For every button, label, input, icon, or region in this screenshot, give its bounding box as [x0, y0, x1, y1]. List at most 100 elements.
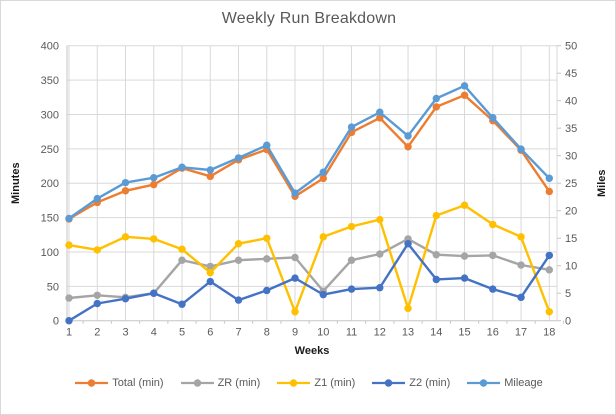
series-line-z1-min — [67, 203, 551, 313]
data-point-total-min — [376, 114, 384, 122]
right-axis-tick-label: 20 — [565, 206, 577, 218]
data-point-zr-min — [263, 255, 271, 263]
legend-label: Z1 (min) — [314, 377, 356, 389]
data-point-zr-min — [291, 253, 299, 262]
legend-dot — [480, 379, 488, 387]
data-point-z2-min — [404, 240, 412, 248]
chart-title: Weekly Run Breakdown — [221, 10, 397, 27]
data-point-zr-min — [489, 251, 497, 260]
data-point-z2-min — [178, 300, 186, 308]
y-axis-tick-label: 350 — [41, 75, 59, 87]
x-axis-tick-label: 9 — [292, 327, 298, 339]
x-axis-tick-label: 4 — [151, 327, 157, 339]
data-point-total-min — [121, 187, 130, 195]
data-point-z1-min — [121, 233, 130, 241]
legend-label: ZR (min) — [217, 377, 261, 389]
legend-label: Mileage — [504, 377, 543, 389]
data-point-zr-min — [545, 266, 553, 274]
data-point-mileage — [517, 145, 525, 153]
x-axis-title: Weeks — [294, 345, 330, 357]
data-point-z2-min — [93, 299, 101, 308]
data-point-mileage — [347, 123, 356, 131]
y-axis-tick-label: 400 — [41, 41, 59, 53]
legend-item-z1-min: Z1 (min) — [277, 377, 355, 389]
data-point-z2-min — [347, 285, 356, 293]
data-point-zr-min — [432, 251, 440, 259]
data-point-z1-min — [319, 233, 327, 241]
data-point-z2-min — [517, 293, 525, 302]
legend-marker-z2-min — [372, 379, 406, 387]
right-axis-tick-label: 10 — [565, 261, 577, 273]
data-point-z1-min — [517, 233, 525, 241]
data-point-zr-min — [206, 262, 214, 271]
legend-dot — [88, 379, 96, 387]
data-point-mileage — [432, 94, 440, 103]
data-point-zr-min — [347, 256, 356, 264]
data-point-z1-min — [178, 245, 186, 253]
right-axis-title: Miles — [596, 169, 608, 198]
data-point-z1-min — [404, 304, 412, 313]
data-point-mileage — [404, 132, 412, 140]
data-point-z1-min — [460, 201, 469, 209]
legend-marker-mileage — [467, 379, 501, 387]
right-axis-tick-label: 15 — [565, 233, 577, 245]
data-point-mileage — [489, 114, 497, 122]
x-axis-tick-label: 12 — [374, 327, 386, 339]
legend-marker-total-min — [75, 379, 109, 387]
x-axis-tick-label: 7 — [235, 327, 241, 339]
data-point-z2-min — [545, 251, 553, 260]
data-point-z2-min — [460, 274, 469, 282]
data-point-z1-min — [150, 235, 158, 243]
legend-dot — [193, 379, 201, 387]
y-axis-tick-label: 0 — [53, 316, 59, 328]
right-axis-tick-label: 50 — [565, 41, 577, 53]
data-point-mileage — [65, 214, 73, 223]
data-point-mileage — [178, 163, 186, 171]
data-point-z2-min — [319, 290, 327, 299]
y-axis-tick-label: 50 — [47, 281, 59, 293]
series-line-mileage — [67, 84, 551, 220]
data-point-z2-min — [65, 317, 73, 325]
data-point-mileage — [150, 174, 158, 182]
x-axis-tick-label: 8 — [264, 327, 270, 339]
series-line-z2-min — [67, 242, 551, 322]
legend-item-mileage: Mileage — [467, 377, 543, 389]
data-point-total-min — [319, 174, 327, 183]
data-point-zr-min — [517, 261, 525, 269]
x-axis-tick-label: 11 — [346, 327, 357, 339]
legend-item-total-min: Total (min) — [75, 377, 164, 389]
right-axis-tick-label: 45 — [565, 68, 577, 80]
data-point-z1-min — [432, 211, 440, 220]
x-axis-tick-label: 6 — [207, 327, 213, 339]
data-point-mileage — [376, 108, 384, 116]
data-point-z2-min — [263, 286, 271, 295]
right-axis-tick-label: 0 — [565, 316, 571, 328]
data-point-mileage — [93, 194, 101, 203]
data-point-zr-min — [460, 252, 469, 260]
data-point-z1-min — [263, 234, 271, 242]
data-point-total-min — [460, 91, 469, 99]
right-axis-tick-label: 5 — [565, 288, 571, 300]
data-point-zr-min — [234, 256, 243, 264]
x-axis-tick-label: 18 — [543, 327, 555, 339]
x-axis-tick-label: 5 — [179, 327, 185, 339]
data-point-z1-min — [93, 246, 101, 254]
legend-item-z2-min: Z2 (min) — [372, 377, 450, 389]
legend-label: Z2 (min) — [409, 377, 451, 389]
data-point-mileage — [319, 168, 327, 176]
data-point-z1-min — [291, 308, 299, 316]
data-point-mileage — [121, 178, 130, 187]
data-point-mileage — [460, 82, 469, 90]
data-point-mileage — [291, 189, 299, 197]
data-point-mileage — [545, 174, 553, 182]
data-point-z2-min — [206, 277, 214, 286]
legend-marker-zr-min — [180, 379, 214, 387]
series-line-total-min — [67, 93, 551, 221]
data-point-mileage — [263, 141, 271, 149]
legend-item-zr-min: ZR (min) — [180, 377, 261, 389]
series-line-zr-min — [67, 237, 551, 300]
data-point-z1-min — [65, 241, 73, 249]
y-axis-tick-label: 200 — [41, 178, 59, 190]
right-axis-tick-label: 35 — [565, 123, 577, 135]
